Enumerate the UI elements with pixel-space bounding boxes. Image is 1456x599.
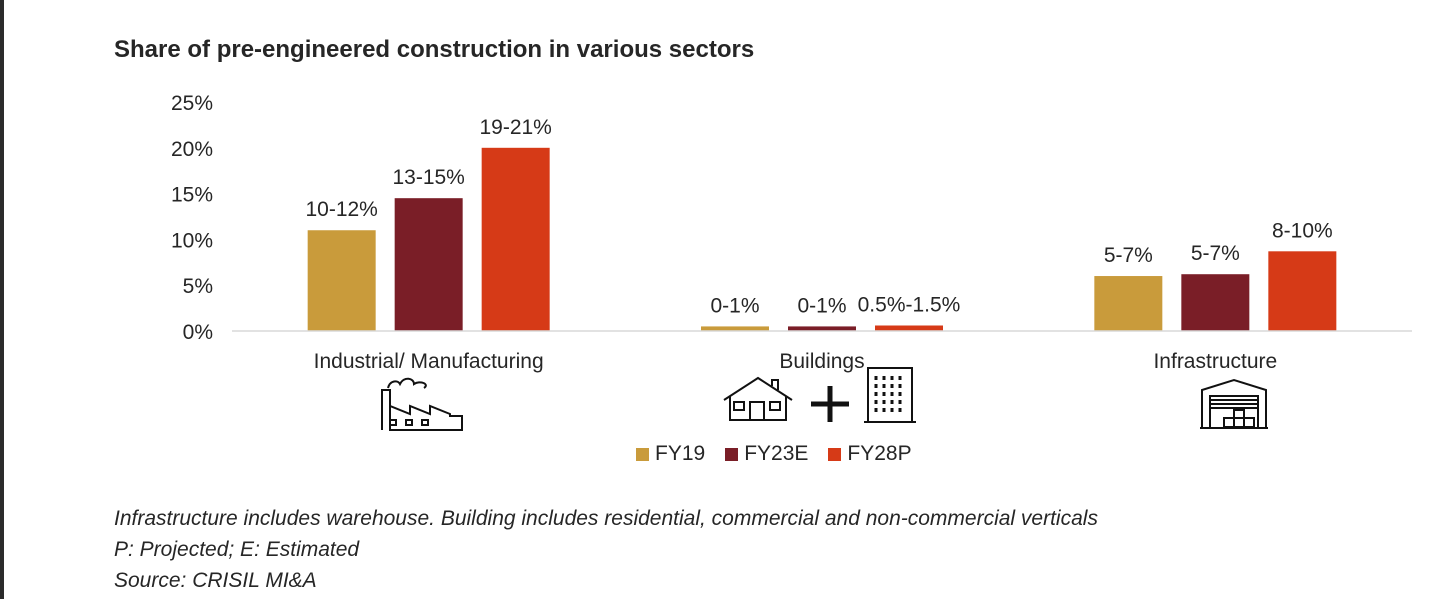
legend-label: FY28P — [847, 442, 912, 465]
y-axis-ticks: 0% 5% 10% 15% 20% 25% — [171, 92, 213, 344]
category-labels: Industrial/ Manufacturing Buildings Infras… — [314, 350, 1278, 373]
factory-icon — [381, 377, 463, 431]
data-label: 5-7% — [1104, 244, 1153, 267]
footnote-abbreviations: P: Projected; E: Estimated — [114, 538, 360, 561]
bar-fy28p-0 — [481, 147, 550, 331]
y-tick-label: 15% — [171, 184, 213, 207]
left-border — [0, 0, 4, 599]
warehouse-icon — [1200, 378, 1268, 429]
footnote-scope: Infrastructure includes warehouse. Build… — [114, 507, 1098, 530]
chart-title: Share of pre-engineered construction in … — [114, 36, 755, 63]
house-plus-apartment-icon — [723, 367, 916, 423]
data-label: 0-1% — [710, 294, 759, 317]
bar-fy19-0 — [307, 230, 376, 331]
legend-label: FY23E — [744, 442, 809, 465]
data-label: 5-7% — [1191, 242, 1240, 265]
legend-swatch — [725, 447, 739, 461]
footnote-source: Source: CRISIL MI&A — [114, 569, 317, 592]
y-tick-label: 0% — [183, 321, 213, 344]
legend-item-fy23e: FY23E — [725, 442, 808, 466]
y-tick-label: 10% — [171, 229, 213, 252]
data-label: 13-15% — [392, 166, 464, 189]
legend-swatch — [636, 447, 649, 461]
bar-fy23e-1 — [788, 326, 856, 331]
legend-item-fy28p: FY28P — [828, 442, 912, 466]
bar-fy23e-2 — [1181, 274, 1250, 331]
bar-fy28p-1 — [875, 325, 943, 331]
data-label: 19-21% — [479, 116, 551, 139]
y-tick-label: 5% — [183, 275, 213, 298]
legend-item-fy19: FY19 — [636, 442, 705, 466]
legend-label: FY19 — [655, 442, 706, 465]
data-label: 10-12% — [305, 198, 377, 221]
data-label: 0-1% — [797, 294, 846, 317]
data-label: 8-10% — [1272, 219, 1333, 242]
category-label: Buildings — [779, 350, 864, 373]
legend: FY19 FY23E FY28P — [636, 442, 912, 466]
y-tick-label: 25% — [171, 92, 213, 115]
bar-fy23e-0 — [394, 198, 463, 331]
y-tick-label: 20% — [171, 138, 213, 161]
footnotes: Infrastructure includes warehouse. Build… — [114, 503, 1098, 596]
legend-swatch — [828, 447, 842, 461]
data-labels: 10-12% 13-15% 19-21% 0-1% 0-1% 0.5%-1.5% 5-7% 5… — [305, 116, 1332, 318]
bars — [307, 147, 1337, 331]
bar-fy19-1 — [701, 326, 769, 331]
bar-fy28p-2 — [1268, 251, 1337, 331]
data-label: 0.5%-1.5% — [858, 294, 961, 317]
category-label: Industrial/ Manufacturing — [314, 350, 544, 373]
bar-fy19-2 — [1094, 276, 1163, 331]
category-label: Infrastructure — [1153, 350, 1277, 373]
